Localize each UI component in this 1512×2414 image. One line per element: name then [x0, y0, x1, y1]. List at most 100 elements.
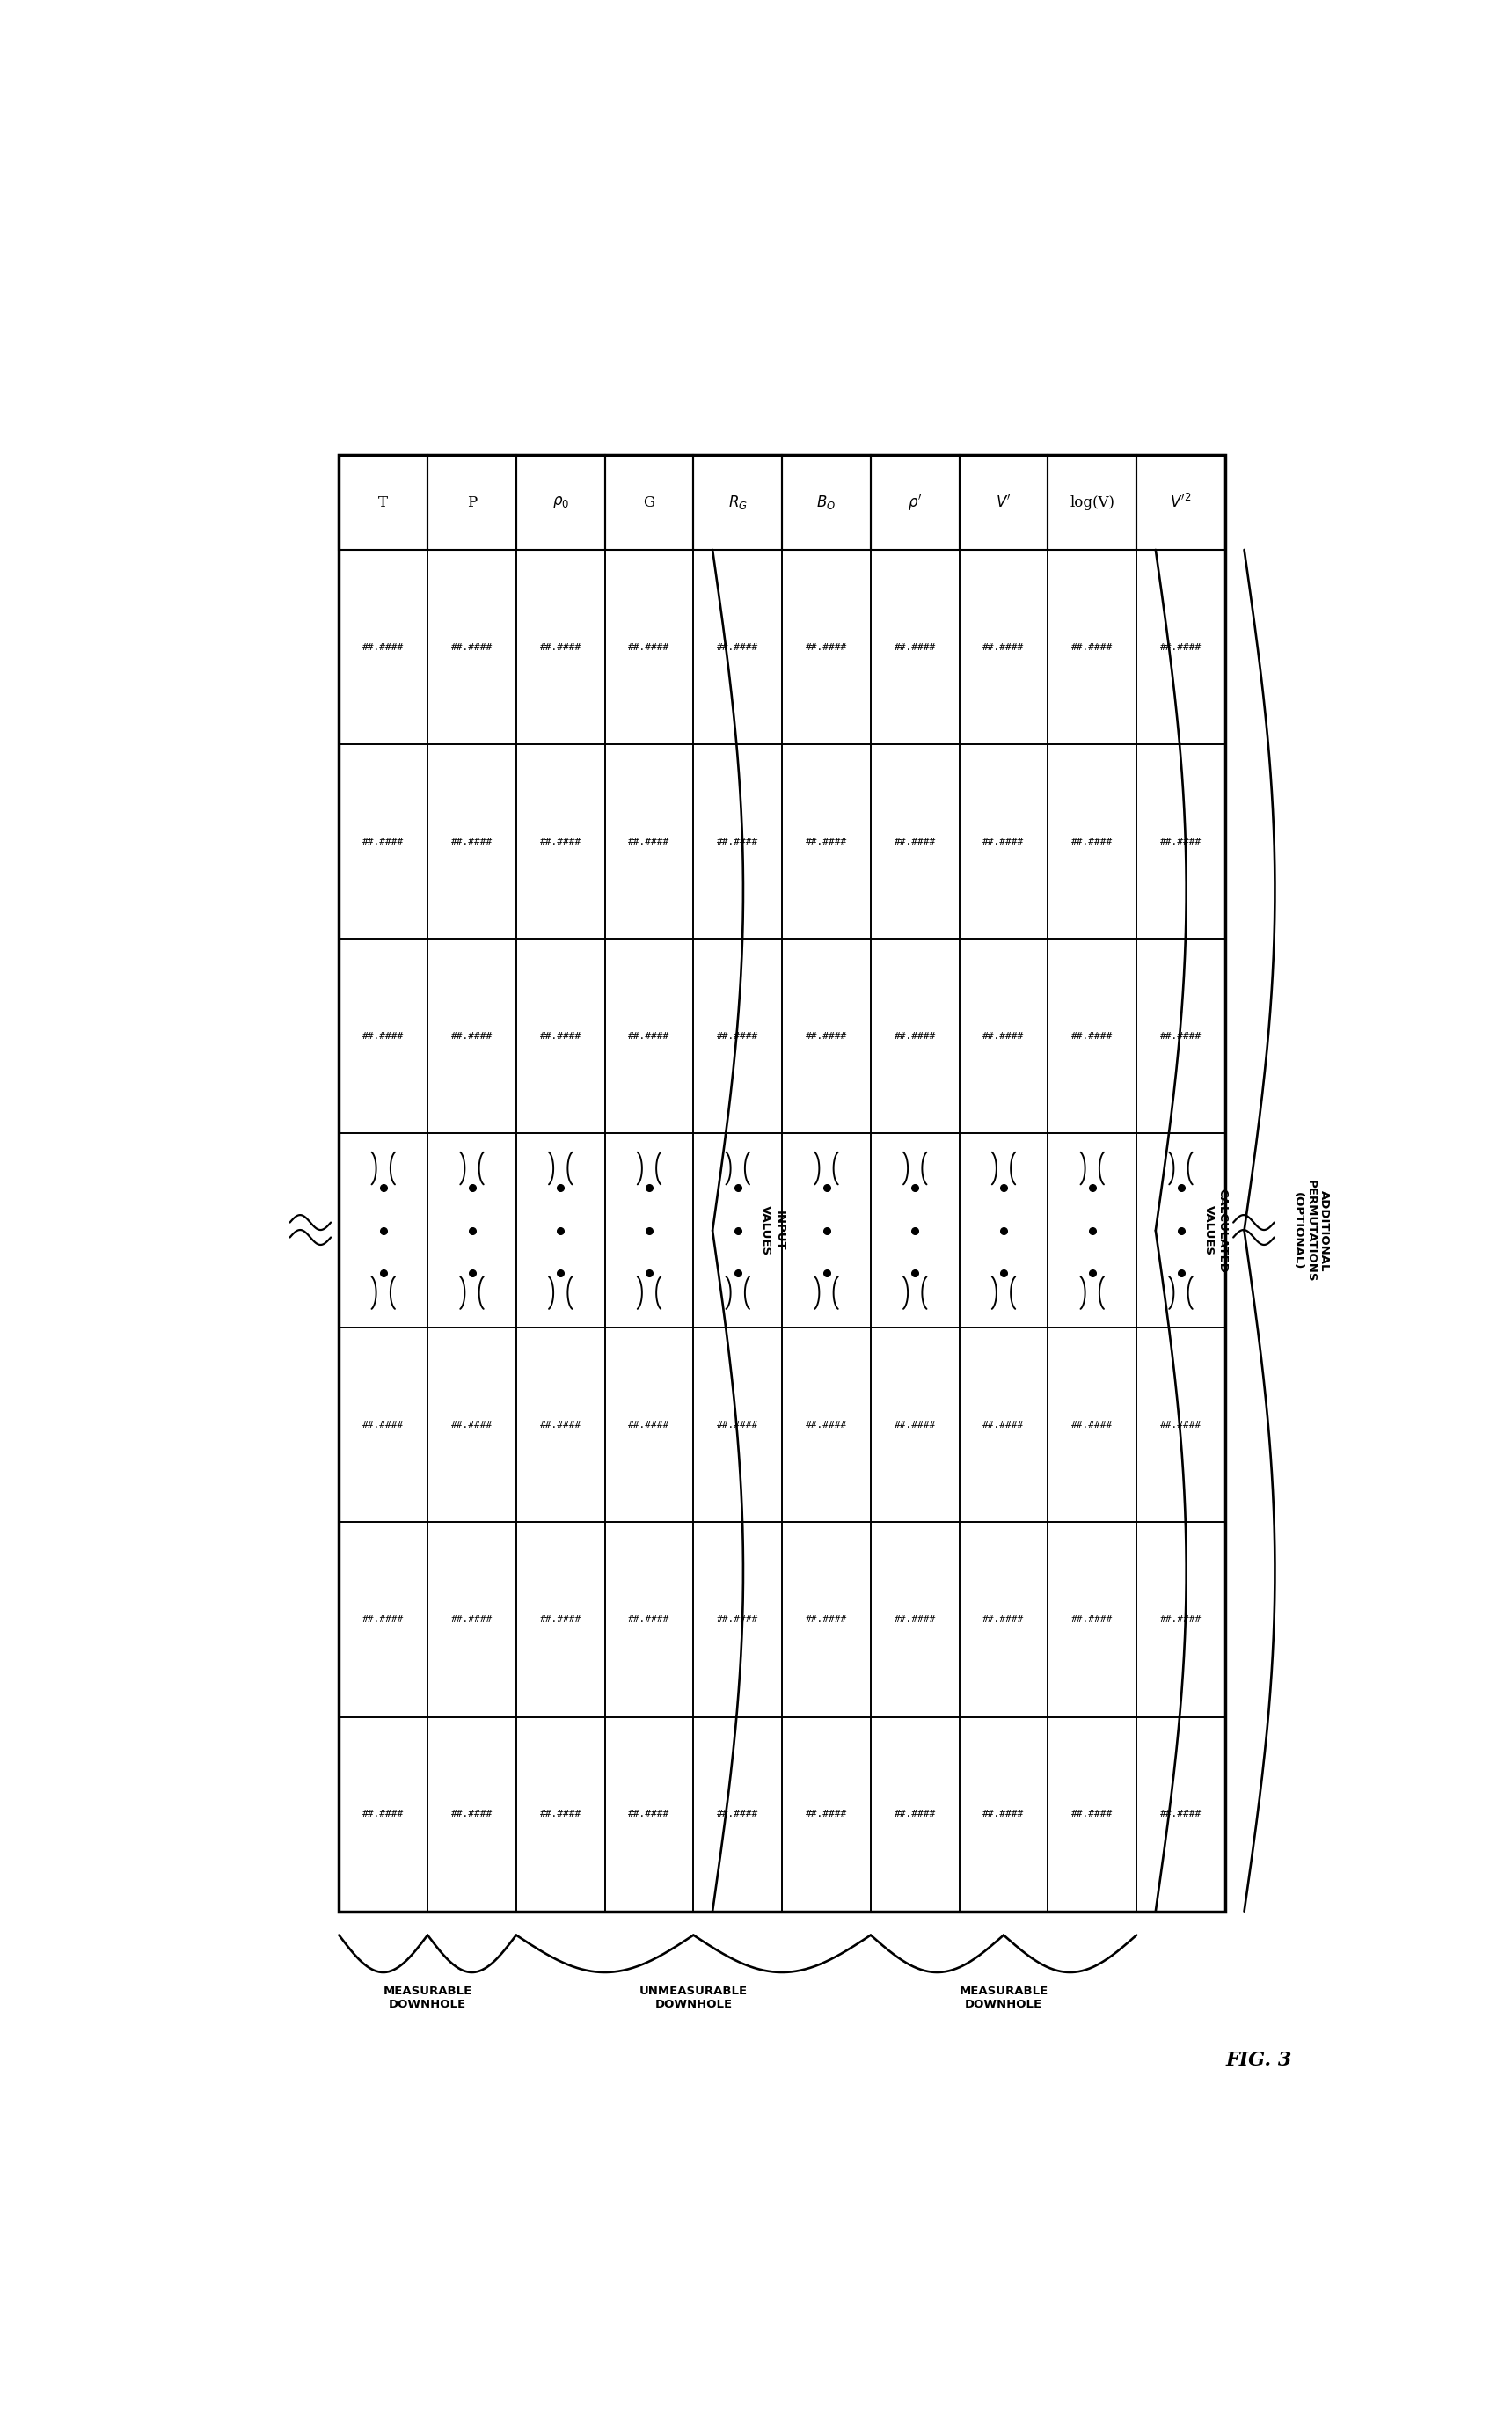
- Bar: [516, 1523, 605, 1716]
- Text: $R_G$: $R_G$: [729, 492, 747, 512]
- Text: ##.####: ##.####: [717, 1422, 759, 1429]
- Text: ##.####: ##.####: [983, 642, 1025, 652]
- Text: ##.####: ##.####: [629, 838, 670, 845]
- Text: ##.####: ##.####: [1072, 1422, 1113, 1429]
- Text: ##.####: ##.####: [806, 1422, 847, 1429]
- Bar: [339, 454, 428, 550]
- Text: $V'$: $V'$: [996, 495, 1012, 512]
- Bar: [1137, 550, 1225, 744]
- Bar: [1048, 1328, 1137, 1523]
- Bar: [694, 744, 782, 939]
- Bar: [871, 1328, 959, 1523]
- Bar: [1048, 939, 1137, 1132]
- Text: ##.####: ##.####: [1160, 1031, 1202, 1040]
- Bar: [871, 454, 959, 550]
- Bar: [959, 939, 1048, 1132]
- Text: ##.####: ##.####: [629, 1422, 670, 1429]
- Text: ##.####: ##.####: [1072, 1810, 1113, 1818]
- Bar: [516, 744, 605, 939]
- Bar: [694, 1328, 782, 1523]
- Text: ##.####: ##.####: [806, 642, 847, 652]
- Bar: [871, 1523, 959, 1716]
- Text: ##.####: ##.####: [540, 1422, 581, 1429]
- Bar: [428, 1523, 516, 1716]
- Bar: [605, 939, 694, 1132]
- Text: G: G: [644, 495, 655, 509]
- Text: ##.####: ##.####: [540, 1810, 581, 1818]
- Bar: [339, 454, 1225, 1912]
- Text: ##.####: ##.####: [717, 1615, 759, 1625]
- Bar: [428, 1716, 516, 1912]
- Text: ##.####: ##.####: [451, 838, 493, 845]
- Bar: [605, 1328, 694, 1523]
- Bar: [959, 1523, 1048, 1716]
- Text: ##.####: ##.####: [363, 642, 404, 652]
- Bar: [782, 939, 871, 1132]
- Bar: [959, 1716, 1048, 1912]
- Text: ##.####: ##.####: [363, 1615, 404, 1625]
- Text: ##.####: ##.####: [540, 1615, 581, 1625]
- Text: ##.####: ##.####: [894, 838, 936, 845]
- Text: ##.####: ##.####: [717, 838, 759, 845]
- Text: ##.####: ##.####: [806, 838, 847, 845]
- Text: ##.####: ##.####: [806, 1615, 847, 1625]
- Text: UNMEASURABLE
DOWNHOLE: UNMEASURABLE DOWNHOLE: [640, 1987, 747, 2011]
- Text: FIG. 3: FIG. 3: [1225, 2052, 1291, 2071]
- Bar: [516, 1716, 605, 1912]
- Bar: [871, 939, 959, 1132]
- Bar: [339, 550, 428, 744]
- Bar: [428, 1132, 516, 1328]
- Bar: [428, 1328, 516, 1523]
- Bar: [1137, 1523, 1225, 1716]
- Bar: [871, 550, 959, 744]
- Bar: [605, 454, 694, 550]
- Bar: [871, 1132, 959, 1328]
- Text: ##.####: ##.####: [451, 1810, 493, 1818]
- Bar: [428, 939, 516, 1132]
- Bar: [694, 1132, 782, 1328]
- Text: ##.####: ##.####: [629, 1031, 670, 1040]
- Text: ##.####: ##.####: [363, 1810, 404, 1818]
- Text: ##.####: ##.####: [894, 1422, 936, 1429]
- Text: ##.####: ##.####: [451, 642, 493, 652]
- Bar: [1137, 454, 1225, 550]
- Text: ##.####: ##.####: [363, 838, 404, 845]
- Bar: [959, 454, 1048, 550]
- Text: MEASURABLE
DOWNHOLE: MEASURABLE DOWNHOLE: [959, 1987, 1048, 2011]
- Bar: [1137, 1132, 1225, 1328]
- Text: ADDITIONAL
PERMUTATIONS
(OPTIONAL): ADDITIONAL PERMUTATIONS (OPTIONAL): [1291, 1180, 1329, 1282]
- Text: ##.####: ##.####: [363, 1031, 404, 1040]
- Text: ##.####: ##.####: [894, 642, 936, 652]
- Bar: [516, 1328, 605, 1523]
- Bar: [871, 744, 959, 939]
- Bar: [605, 550, 694, 744]
- Text: ##.####: ##.####: [1160, 1615, 1202, 1625]
- Text: CALCULATED
VALUES: CALCULATED VALUES: [1204, 1188, 1228, 1272]
- Text: P: P: [467, 495, 476, 509]
- Bar: [782, 454, 871, 550]
- Text: ##.####: ##.####: [983, 1810, 1025, 1818]
- Bar: [1137, 1716, 1225, 1912]
- Text: $B_O$: $B_O$: [816, 492, 836, 512]
- Bar: [694, 939, 782, 1132]
- Text: INPUT
VALUES: INPUT VALUES: [761, 1205, 785, 1255]
- Bar: [516, 454, 605, 550]
- Bar: [339, 939, 428, 1132]
- Bar: [694, 550, 782, 744]
- Bar: [694, 1716, 782, 1912]
- Text: MEASURABLE
DOWNHOLE: MEASURABLE DOWNHOLE: [383, 1987, 472, 2011]
- Text: ##.####: ##.####: [1160, 642, 1202, 652]
- Bar: [428, 454, 516, 550]
- Bar: [1048, 1132, 1137, 1328]
- Bar: [1048, 744, 1137, 939]
- Bar: [694, 454, 782, 550]
- Text: ##.####: ##.####: [1160, 838, 1202, 845]
- Text: ##.####: ##.####: [806, 1810, 847, 1818]
- Text: ##.####: ##.####: [540, 838, 581, 845]
- Text: ##.####: ##.####: [894, 1810, 936, 1818]
- Text: $\rho_0$: $\rho_0$: [552, 495, 569, 509]
- Text: ##.####: ##.####: [894, 1615, 936, 1625]
- Bar: [1137, 1328, 1225, 1523]
- Bar: [782, 1523, 871, 1716]
- Bar: [428, 744, 516, 939]
